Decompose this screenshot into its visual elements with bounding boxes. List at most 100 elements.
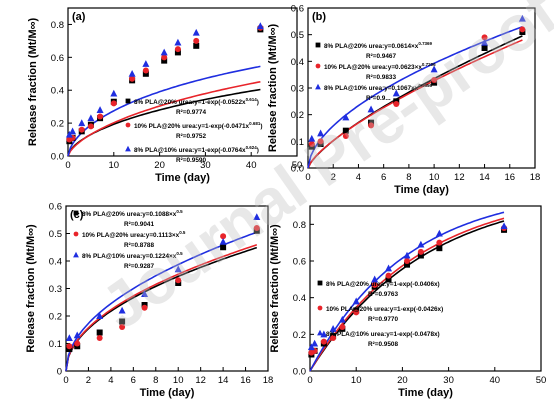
data-point-triangle xyxy=(371,275,379,283)
x-tick-label: 20 xyxy=(397,375,408,386)
x-tick-label: 40 xyxy=(246,160,257,171)
x-tick-label: 20 xyxy=(154,160,165,171)
legend-label: 8% PLA@20% urea:y=0.1088×x0.5 xyxy=(82,209,183,218)
x-tick-label: 50 xyxy=(536,375,547,386)
data-point-square xyxy=(142,70,149,77)
legend-label: 8% PLA@20% urea:y=0.0614×x0.7369 xyxy=(324,41,433,50)
plot-frame xyxy=(67,7,298,157)
chart-panel-4: 0 10 20 30 40 50 0.0 0.2 0.4 0.6 0.8 Time (day) Rele… xyxy=(269,205,547,399)
y-tick-label: 0.2 xyxy=(291,110,304,121)
data-point-circle xyxy=(73,231,79,237)
x-tick-label: 30 xyxy=(200,160,211,171)
x-tick-label: 2 xyxy=(86,375,91,386)
data-point-triangle xyxy=(367,105,375,113)
legend-r2: R²=0.9763 xyxy=(368,291,398,298)
legend-r2: R²=0.9... xyxy=(366,95,391,102)
data-point-circle xyxy=(141,304,148,311)
data-point-circle xyxy=(161,54,168,61)
data-point-triangle xyxy=(73,251,79,258)
x-tick-label: 6 xyxy=(381,172,386,183)
x-tick-label: 8 xyxy=(406,172,411,183)
data-point-circle xyxy=(78,126,85,133)
data-point-circle xyxy=(66,343,73,350)
data-point-square xyxy=(481,45,488,51)
data-point-triangle xyxy=(307,343,315,351)
data-point-triangle xyxy=(481,38,489,46)
y-tick-label: 0.5 xyxy=(291,30,304,41)
y-tick-label: 0.4 xyxy=(51,86,64,97)
data-point-square xyxy=(315,42,321,48)
data-point-triangle xyxy=(73,331,81,339)
data-point-square xyxy=(125,98,131,104)
x-axis-label: Time (day) xyxy=(394,184,449,196)
x-tick-label: 16 xyxy=(504,172,515,183)
data-point-triangle xyxy=(430,65,438,73)
legend-r2: R²=0.9041 xyxy=(124,221,154,228)
data-point-triangle xyxy=(500,222,508,230)
data-point-square xyxy=(342,127,349,134)
x-axis-label: Time (day) xyxy=(155,172,210,184)
data-point-circle xyxy=(253,225,260,231)
legend-r2: R²=0.9770 xyxy=(368,316,398,323)
data-point-square xyxy=(96,329,103,336)
y-tick-label: 0.3 xyxy=(291,84,304,95)
data-point-square xyxy=(193,42,200,49)
data-point-circle xyxy=(404,258,411,264)
data-point-triangle xyxy=(392,89,400,97)
data-point-triangle xyxy=(352,297,360,305)
data-point-triangle xyxy=(342,113,350,121)
data-point-triangle xyxy=(87,114,95,122)
y-tick-label: 0.2 xyxy=(49,312,62,323)
data-point-circle xyxy=(129,75,136,82)
data-point-triangle xyxy=(338,315,346,323)
x-tick-label: 10 xyxy=(109,160,120,171)
legend-label: 8% PLA@20% urea:y=1-exp(-0.0406x) xyxy=(326,281,440,288)
data-point-triangle xyxy=(435,229,443,237)
chart-panel-3: 0 2 4 6 8 10 12 14 16 18 0 0.1 0.2 0.3 0.4 0.5 0.6 Time (… xyxy=(25,202,273,400)
data-point-triangle xyxy=(65,334,73,341)
y-tick-label: 0.8 xyxy=(51,20,64,31)
data-point-circle xyxy=(317,305,323,311)
data-point-circle xyxy=(74,340,81,347)
x-tick-label: 10 xyxy=(173,375,184,386)
data-point-triangle xyxy=(385,264,393,272)
data-point-circle xyxy=(368,122,375,129)
y-tick-label: 0.6 xyxy=(291,4,304,15)
fit-curve xyxy=(307,35,523,169)
legend-r2: R²=0.9590 xyxy=(176,157,206,164)
chart-panel-2: 0 2 4 6 8 10 12 14 16 18 0.0 0.1 0.2 0.3 0.4 0.5 0.6 Time… xyxy=(267,4,540,197)
fit-curve xyxy=(65,246,258,372)
x-tick-label: 0 xyxy=(65,160,70,171)
data-point-square xyxy=(73,210,79,216)
legend-label: 10% PLA@20% urea:y=0.1113×x0.5 xyxy=(82,230,186,239)
data-point-square xyxy=(161,57,168,64)
legend-r2: R²=0.9508 xyxy=(368,341,398,348)
data-point-circle xyxy=(175,277,182,284)
legend-r2: R²=0.9287 xyxy=(124,263,154,270)
data-point-triangle xyxy=(142,60,150,67)
data-point-triangle xyxy=(174,265,182,273)
data-point-triangle xyxy=(317,329,323,336)
x-axis-label: Time (day) xyxy=(398,387,453,399)
data-point-triangle xyxy=(110,89,118,97)
legend-label: 8% PLA@10% urea:y=1-exp(-0.0478x) xyxy=(326,331,440,338)
x-tick-label: 18 xyxy=(263,375,274,386)
data-point-circle xyxy=(220,233,227,240)
y-tick-label: 0 xyxy=(57,367,62,378)
data-point-triangle xyxy=(174,38,182,46)
data-point-triangle xyxy=(219,237,227,245)
y-tick-label: 0.4 xyxy=(49,257,62,268)
data-point-square xyxy=(174,49,181,56)
y-tick-label: 0.6 xyxy=(51,53,64,64)
x-tick-label: 40 xyxy=(490,375,501,386)
data-point-circle xyxy=(315,63,321,69)
data-point-triangle xyxy=(417,240,425,248)
legend-label: 8% PLA@10% urea:y=0.1067×x0.5656 xyxy=(324,83,433,92)
y-tick-label: 0.6 xyxy=(49,202,62,213)
fit-curve xyxy=(67,81,261,157)
legend-r2: R²=0.9833 xyxy=(366,74,396,81)
data-point-square xyxy=(317,280,323,286)
x-tick-label: 30 xyxy=(443,375,454,386)
data-point-circle xyxy=(317,138,324,145)
